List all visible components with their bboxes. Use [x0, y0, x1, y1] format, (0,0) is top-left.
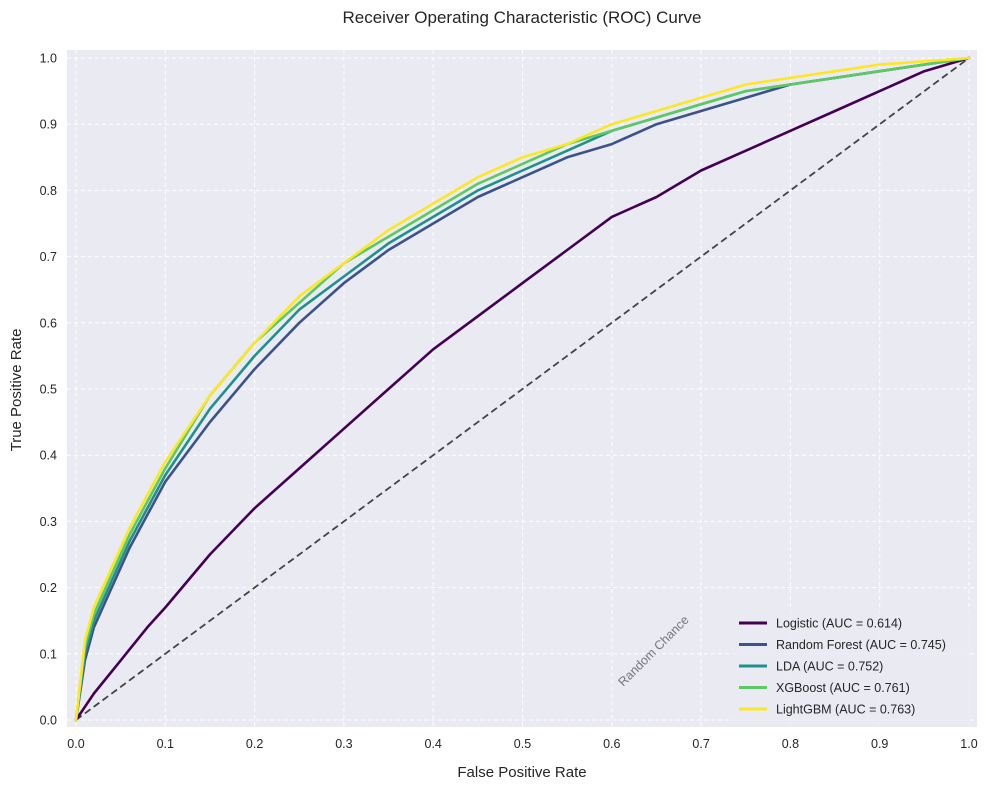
- x-tick-label: 0.0: [67, 737, 84, 751]
- roc-curve: [74, 56, 971, 722]
- y-tick-label: 0.5: [40, 383, 57, 397]
- legend-label: XGBoost (AUC = 0.761): [776, 681, 910, 695]
- roc-curve: [74, 56, 971, 722]
- y-tick-label: 0.6: [40, 316, 57, 330]
- legend-label: LightGBM (AUC = 0.763): [776, 703, 915, 717]
- x-tick-label: 0.7: [692, 737, 709, 751]
- y-axis-ticks: 0.0 0.1 0.2 0.3 0.4 0.5 0.6 0.7 0.8 0.9 1.0: [40, 52, 57, 728]
- y-tick-label: 0.1: [40, 647, 57, 661]
- x-tick-label: 0.4: [425, 737, 442, 751]
- legend-box: [731, 611, 970, 727]
- x-tick-label: 0.8: [782, 737, 799, 751]
- y-tick-label: 0.9: [40, 118, 57, 132]
- x-tick-label: 0.9: [871, 737, 888, 751]
- y-tick-label: 0.2: [40, 581, 57, 595]
- legend-label: LDA (AUC = 0.752): [776, 660, 883, 674]
- legend: Logistic (AUC = 0.614) Random Forest (AUC…: [731, 611, 970, 727]
- chart-title: Receiver Operating Characteristic (ROC) …: [343, 8, 702, 27]
- legend-label: Logistic (AUC = 0.614): [776, 617, 902, 631]
- y-tick-label: 0.7: [40, 250, 57, 264]
- y-tick-label: 0.8: [40, 184, 57, 198]
- y-tick-label: 0.4: [40, 449, 57, 463]
- x-tick-label: 0.5: [514, 737, 531, 751]
- legend-label: Random Forest (AUC = 0.745): [776, 638, 946, 652]
- random-chance-line: [75, 57, 970, 721]
- y-tick-label: 1.0: [40, 52, 57, 66]
- roc-curve: [74, 56, 971, 722]
- y-tick-label: 0.3: [40, 515, 57, 529]
- series-lines: [74, 56, 971, 722]
- x-tick-label: 0.2: [246, 737, 263, 751]
- x-tick-label: 0.1: [157, 737, 174, 751]
- x-axis-label: False Positive Rate: [457, 764, 586, 781]
- x-tick-label: 1.0: [960, 737, 977, 751]
- x-tick-label: 0.3: [335, 737, 352, 751]
- x-axis-ticks: 0.0 0.1 0.2 0.3 0.4 0.5 0.6 0.7 0.8 0.9 1.0: [67, 737, 977, 751]
- y-tick-label: 0.0: [40, 714, 57, 728]
- x-tick-label: 0.6: [603, 737, 620, 751]
- y-axis-label: True Positive Rate: [8, 329, 25, 452]
